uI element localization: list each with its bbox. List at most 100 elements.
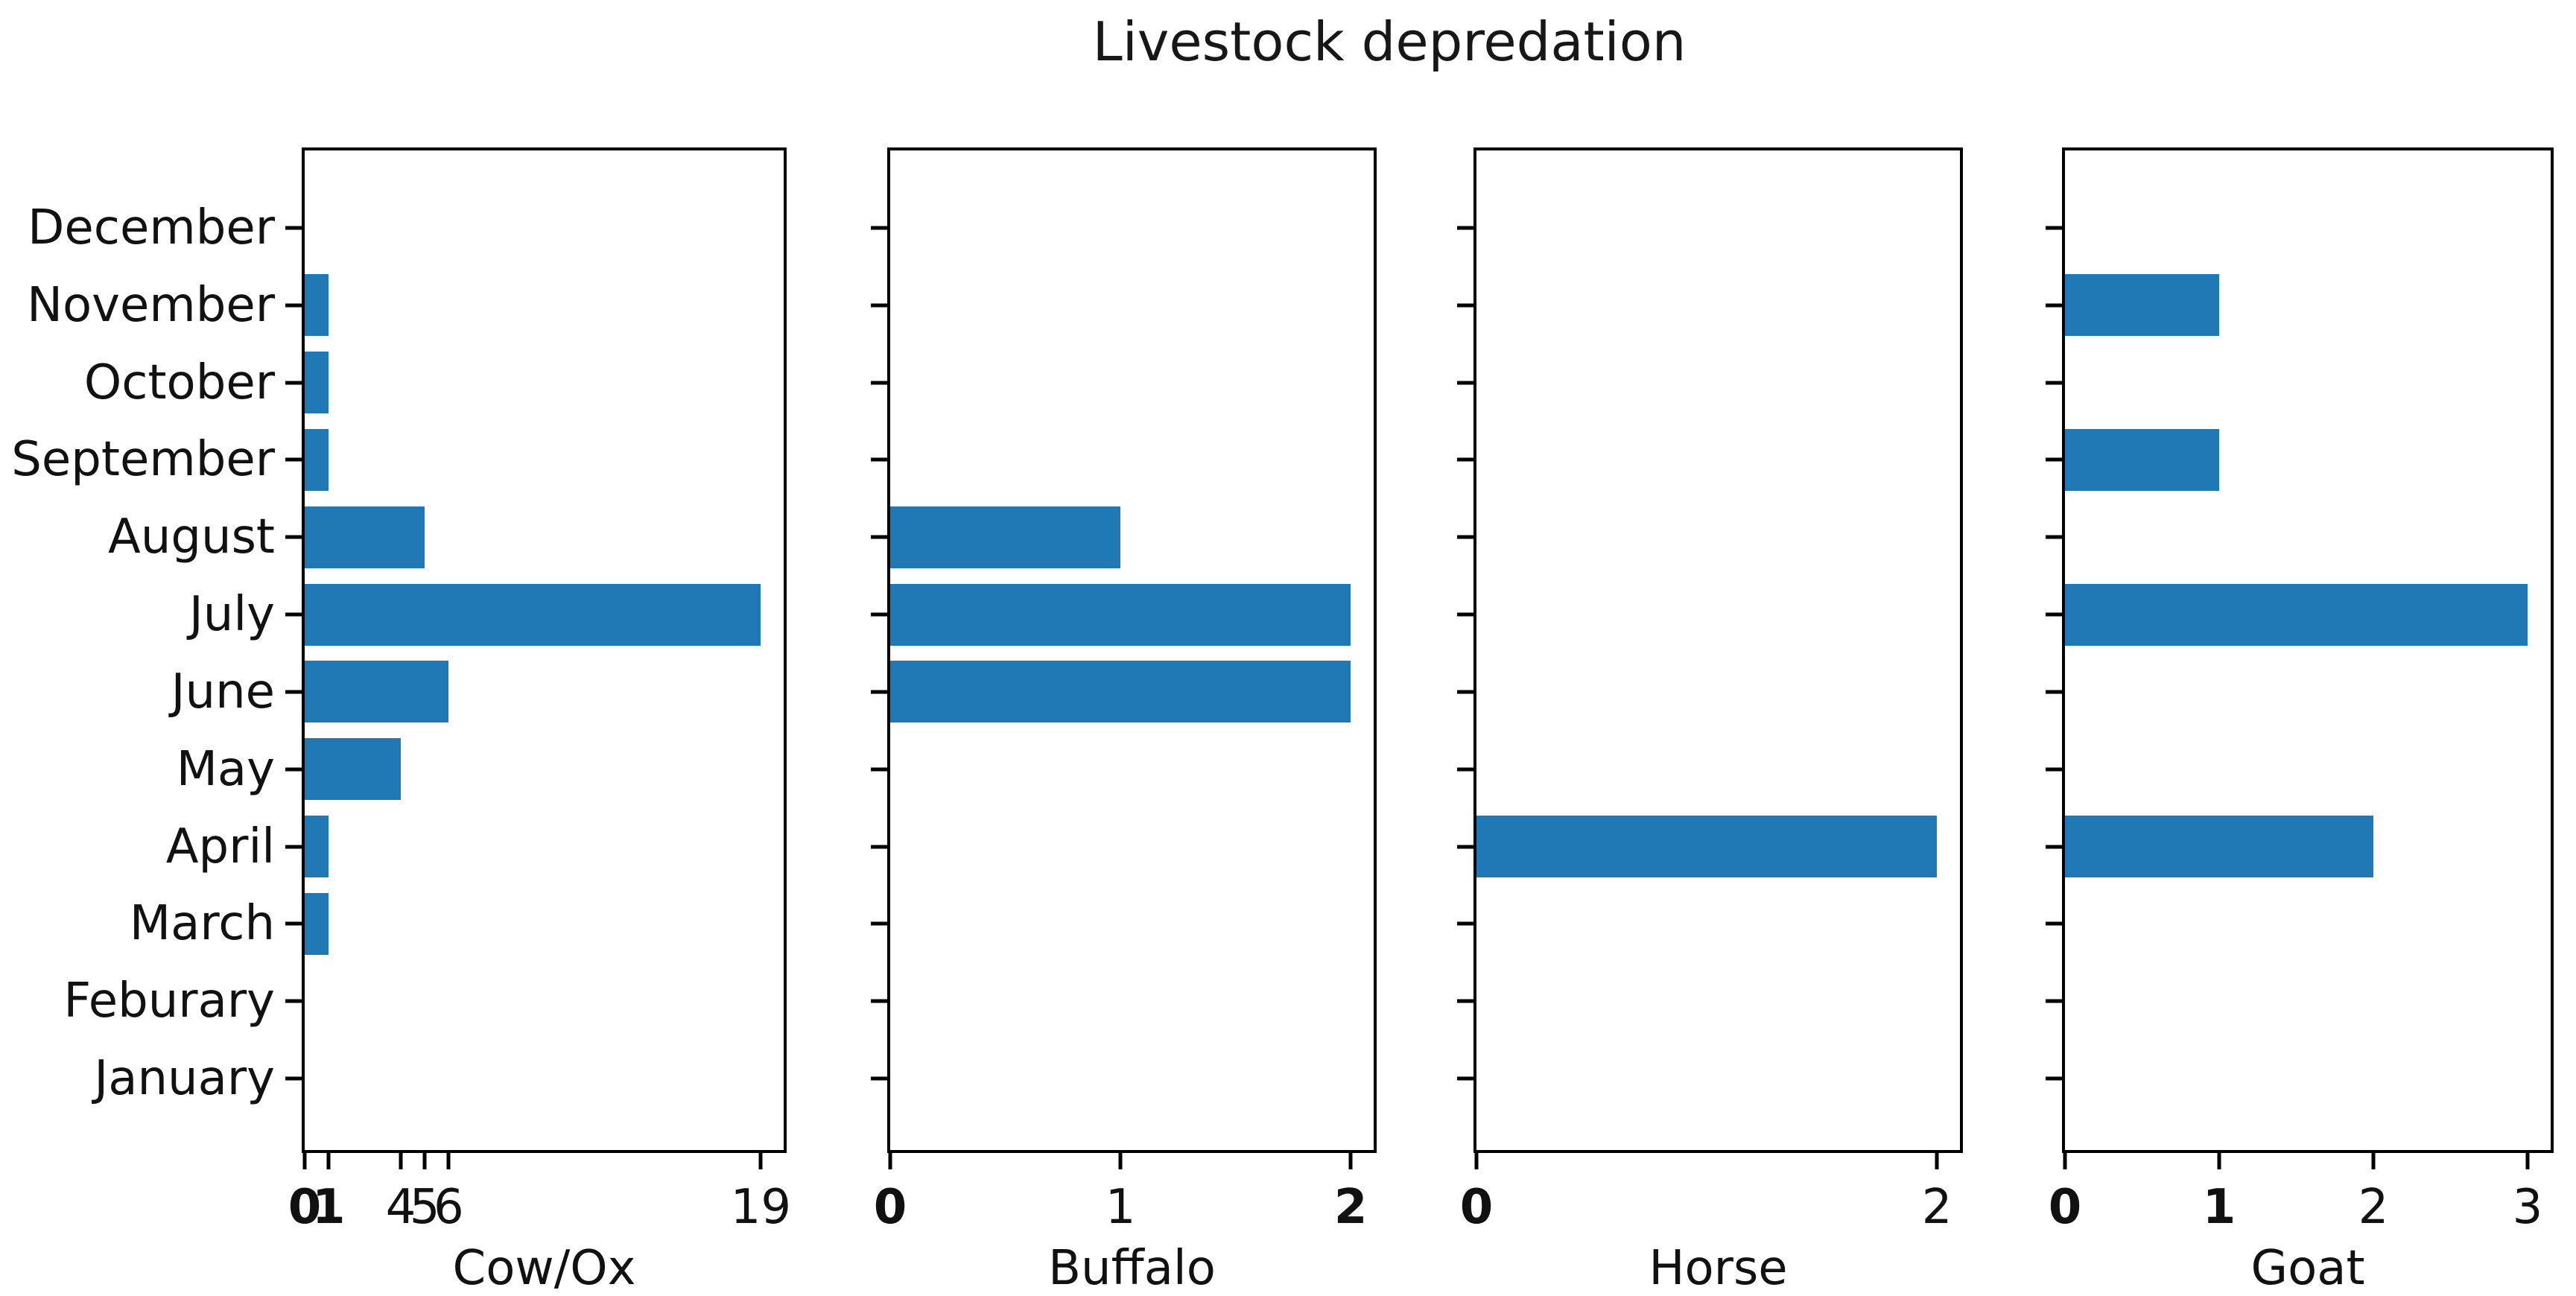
bar-cow-ox-april bbox=[305, 816, 329, 878]
x-axis-title-buffalo: Buffalo bbox=[1048, 1241, 1216, 1296]
bar-cow-ox-august bbox=[305, 506, 425, 568]
y-tick-label-april: April bbox=[165, 819, 275, 874]
subplot-axes-cow-ox: December November October September August Ju… bbox=[11, 147, 791, 1296]
y-tick-label-october: October bbox=[83, 355, 275, 410]
x-tick-label-goat-1: 1 bbox=[2202, 1180, 2236, 1235]
y-tick-mark-june bbox=[1457, 690, 1473, 694]
x-tick-mark-goat-2 bbox=[2371, 1153, 2376, 1169]
bar-buffalo-july bbox=[890, 583, 1351, 646]
x-tick-mark-cow-ox-0 bbox=[302, 1153, 307, 1169]
y-tick-mark-september bbox=[871, 457, 887, 462]
x-tick-mark-horse-0 bbox=[1474, 1153, 1479, 1169]
y-tick-mark-march bbox=[285, 921, 302, 926]
y-tick-mark-december bbox=[2046, 226, 2062, 230]
y-tick-mark-april bbox=[2046, 845, 2062, 849]
y-tick-mark-feburary bbox=[285, 999, 302, 1003]
bar-cow-ox-march bbox=[305, 892, 329, 955]
y-tick-label-feburary: Feburary bbox=[63, 973, 275, 1029]
y-tick-mark-july bbox=[285, 612, 302, 617]
y-tick-mark-april bbox=[285, 845, 302, 849]
x-tick-label-cow-ox-0: 0 bbox=[288, 1180, 322, 1235]
x-tick-mark-cow-ox-4 bbox=[399, 1153, 403, 1169]
y-tick-mark-january bbox=[1457, 1076, 1473, 1081]
y-tick-mark-january bbox=[871, 1076, 887, 1081]
bar-goat-april bbox=[2065, 816, 2373, 878]
x-tick-label-buffalo-2: 2 bbox=[1333, 1180, 1368, 1235]
x-tick-mark-cow-ox-5 bbox=[422, 1153, 427, 1169]
y-tick-mark-october bbox=[285, 381, 302, 385]
x-tick-label-goat-0: 0 bbox=[2048, 1180, 2082, 1235]
bar-horse-april bbox=[1476, 816, 1938, 878]
y-tick-mark-september bbox=[2046, 457, 2062, 462]
y-tick-mark-feburary bbox=[2046, 999, 2062, 1003]
y-tick-mark-april bbox=[871, 845, 887, 849]
y-tick-label-december: December bbox=[28, 200, 275, 255]
y-tick-mark-september bbox=[1457, 457, 1473, 462]
y-tick-mark-november bbox=[1457, 303, 1473, 308]
bar-goat-september bbox=[2065, 428, 2219, 491]
y-tick-label-august: August bbox=[108, 509, 275, 565]
y-tick-mark-may bbox=[2046, 767, 2062, 772]
y-tick-mark-june bbox=[285, 690, 302, 694]
x-axis-title-cow-ox: Cow/Ox bbox=[452, 1241, 636, 1296]
chart-title: Livestock depredation bbox=[1092, 10, 1687, 73]
y-tick-mark-march bbox=[871, 921, 887, 926]
x-tick-mark-horse-2 bbox=[1935, 1153, 1939, 1169]
y-tick-mark-august bbox=[1457, 535, 1473, 539]
x-axis-title-goat: Goat bbox=[2250, 1241, 2365, 1296]
x-tick-mark-cow-ox-19 bbox=[758, 1153, 763, 1169]
y-tick-label-march: March bbox=[129, 896, 275, 952]
y-tick-label-september: September bbox=[11, 432, 275, 488]
x-tick-mark-buffalo-0 bbox=[888, 1153, 892, 1169]
x-tick-label-horse-2: 2 bbox=[1921, 1180, 1952, 1235]
y-tick-mark-october bbox=[871, 381, 887, 385]
x-tick-mark-goat-0 bbox=[2063, 1153, 2067, 1169]
y-tick-label-june: June bbox=[171, 664, 275, 720]
x-tick-label-horse-0: 0 bbox=[1459, 1180, 1494, 1235]
x-tick-label-cow-ox-5: 5 bbox=[409, 1180, 440, 1235]
y-tick-mark-june bbox=[871, 690, 887, 694]
y-tick-label-july: July bbox=[188, 587, 275, 643]
y-tick-mark-november bbox=[871, 303, 887, 308]
y-tick-mark-december bbox=[1457, 226, 1473, 230]
x-tick-label-buffalo-1: 1 bbox=[1105, 1180, 1136, 1235]
x-tick-mark-goat-1 bbox=[2217, 1153, 2221, 1169]
y-tick-mark-may bbox=[871, 767, 887, 772]
y-tick-mark-august bbox=[285, 535, 302, 539]
x-tick-label-goat-3: 3 bbox=[2512, 1180, 2543, 1235]
x-tick-label-goat-2: 2 bbox=[2358, 1180, 2389, 1235]
x-tick-label-cow-ox-6: 6 bbox=[434, 1180, 464, 1235]
y-tick-mark-october bbox=[1457, 381, 1473, 385]
y-tick-mark-feburary bbox=[871, 999, 887, 1003]
y-tick-mark-august bbox=[2046, 535, 2062, 539]
y-tick-mark-september bbox=[285, 457, 302, 462]
bar-cow-ox-november bbox=[305, 274, 329, 337]
bar-cow-ox-september bbox=[305, 428, 329, 491]
y-tick-mark-may bbox=[285, 767, 302, 772]
y-tick-mark-january bbox=[2046, 1076, 2062, 1081]
y-tick-mark-june bbox=[2046, 690, 2062, 694]
y-tick-mark-august bbox=[871, 535, 887, 539]
x-tick-mark-cow-ox-6 bbox=[446, 1153, 451, 1169]
y-tick-mark-november bbox=[2046, 303, 2062, 308]
x-axis-title-horse: Horse bbox=[1649, 1241, 1788, 1296]
y-tick-mark-november bbox=[285, 303, 302, 308]
y-tick-mark-july bbox=[871, 612, 887, 617]
subplot-axes-horse: 0 2 Horse bbox=[1457, 147, 1963, 1296]
bar-goat-november bbox=[2065, 274, 2219, 337]
y-tick-mark-july bbox=[2046, 612, 2062, 617]
x-tick-mark-buffalo-1 bbox=[1118, 1153, 1123, 1169]
y-tick-mark-december bbox=[871, 226, 887, 230]
x-tick-mark-buffalo-2 bbox=[1348, 1153, 1353, 1169]
y-tick-mark-march bbox=[2046, 921, 2062, 926]
bar-buffalo-august bbox=[890, 506, 1121, 568]
y-tick-mark-feburary bbox=[1457, 999, 1473, 1003]
y-tick-mark-july bbox=[1457, 612, 1473, 617]
y-tick-mark-march bbox=[1457, 921, 1473, 926]
bar-cow-ox-may bbox=[305, 738, 401, 801]
bar-goat-july bbox=[2065, 583, 2528, 646]
x-tick-label-cow-ox-4: 4 bbox=[385, 1180, 416, 1235]
subplot-axes-buffalo: 0 1 2 Buffalo bbox=[871, 147, 1377, 1296]
bar-cow-ox-october bbox=[305, 352, 329, 414]
